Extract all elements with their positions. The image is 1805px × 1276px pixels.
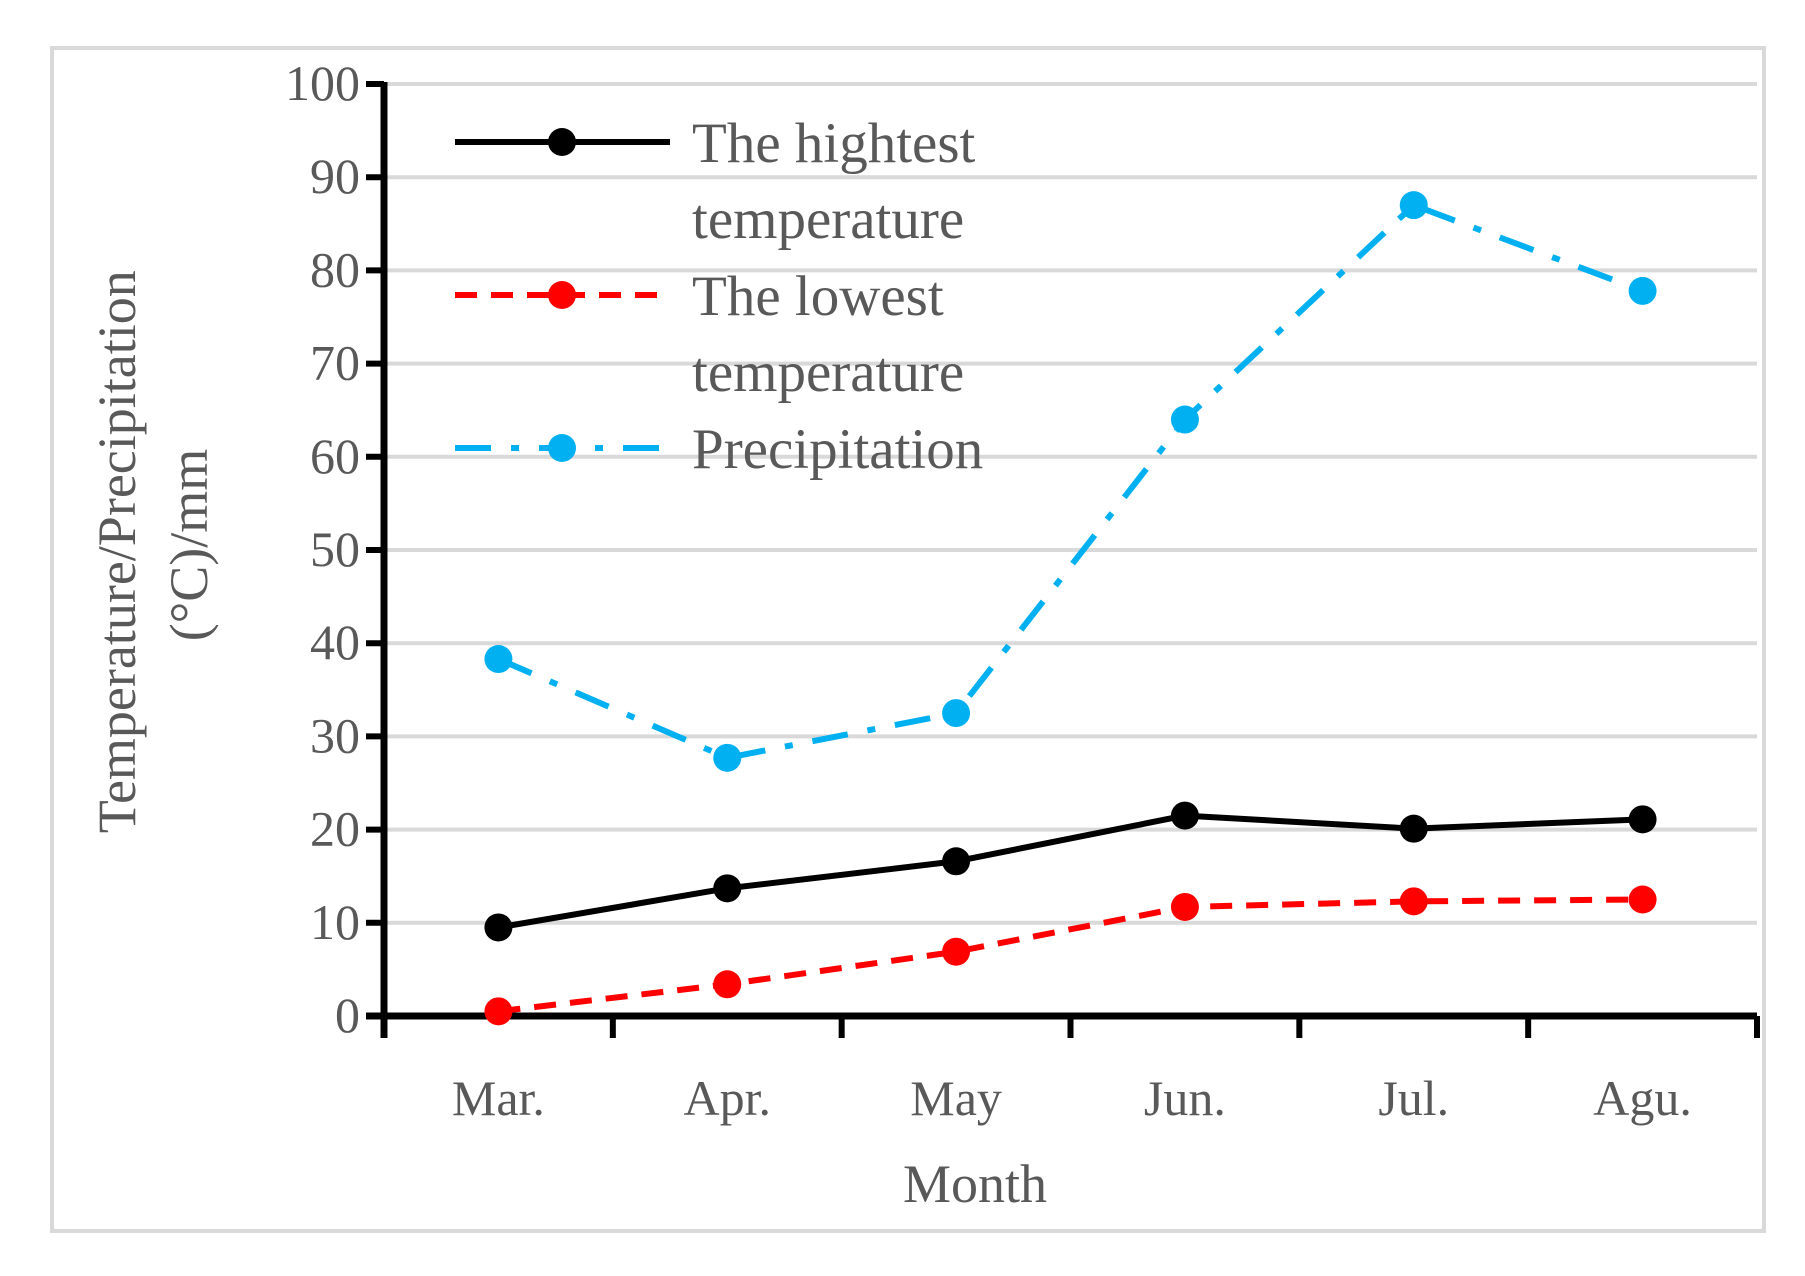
x-tick-label: Apr. xyxy=(684,1070,772,1126)
data-point xyxy=(484,645,513,674)
y-tick-label: 50 xyxy=(310,521,360,577)
y-tick-label: 20 xyxy=(310,801,360,857)
x-tick-label: Jul. xyxy=(1378,1070,1449,1126)
y-axis-title: Temperature/Precipitation (°C)/mm xyxy=(87,257,219,834)
series-line-1 xyxy=(498,896,1643,1015)
y-tick-label: 40 xyxy=(310,614,360,670)
axes: 0 10 20 30 40 50 60 70 80 90 100 Mar. Apr. May Jun. Jul… xyxy=(285,55,1760,1126)
legend-marker xyxy=(548,128,576,156)
y-tick-label: 80 xyxy=(310,241,360,297)
data-point xyxy=(1170,801,1199,830)
legend-label: temperature xyxy=(692,341,964,404)
x-axis-title: Month xyxy=(903,1154,1047,1214)
x-tick-label: Agu. xyxy=(1593,1070,1692,1126)
data-point xyxy=(1170,405,1199,434)
data-point xyxy=(942,937,971,966)
legend-marker xyxy=(548,281,576,309)
data-point xyxy=(1628,276,1657,305)
data-point xyxy=(1628,885,1657,914)
gridlines xyxy=(384,82,1757,925)
data-point xyxy=(484,997,513,1026)
legend: The hightest temperature The lowest tempera… xyxy=(455,112,983,481)
y-tick-label: 0 xyxy=(335,987,360,1043)
legend-label: temperature xyxy=(692,188,964,251)
series-line-0 xyxy=(497,812,1643,931)
y-tick-label: 10 xyxy=(310,894,360,950)
y-tick-label: 60 xyxy=(310,428,360,484)
y-tick-label: 90 xyxy=(310,148,360,204)
data-point xyxy=(713,743,742,772)
legend-label: The hightest xyxy=(692,112,976,175)
data-point xyxy=(942,699,971,728)
data-point xyxy=(942,847,971,876)
chart-frame xyxy=(50,46,1766,1233)
y-axis-title-line-2: (°C)/mm xyxy=(159,449,219,642)
series-lines xyxy=(484,191,1657,1026)
series-line-2 xyxy=(497,202,1644,761)
legend-label: The lowest xyxy=(692,265,944,328)
legend-label: Precipitation xyxy=(692,418,983,481)
data-point xyxy=(1628,805,1657,834)
x-tick-label: May xyxy=(910,1070,1002,1126)
data-point xyxy=(1399,887,1428,916)
y-tick-label: 100 xyxy=(285,55,360,111)
data-point xyxy=(1399,814,1428,843)
legend-marker xyxy=(548,434,576,462)
data-point xyxy=(713,970,742,999)
y-tick-label: 30 xyxy=(310,707,360,763)
x-tick-label: Jun. xyxy=(1144,1070,1226,1126)
x-tick-label: Mar. xyxy=(452,1070,545,1126)
y-axis-title-line-1: Temperature/Precipitation xyxy=(87,270,147,833)
data-point xyxy=(713,874,742,903)
data-point xyxy=(484,913,513,942)
data-point xyxy=(1399,191,1428,220)
y-tick-label: 70 xyxy=(310,335,360,391)
data-point xyxy=(1170,892,1199,921)
